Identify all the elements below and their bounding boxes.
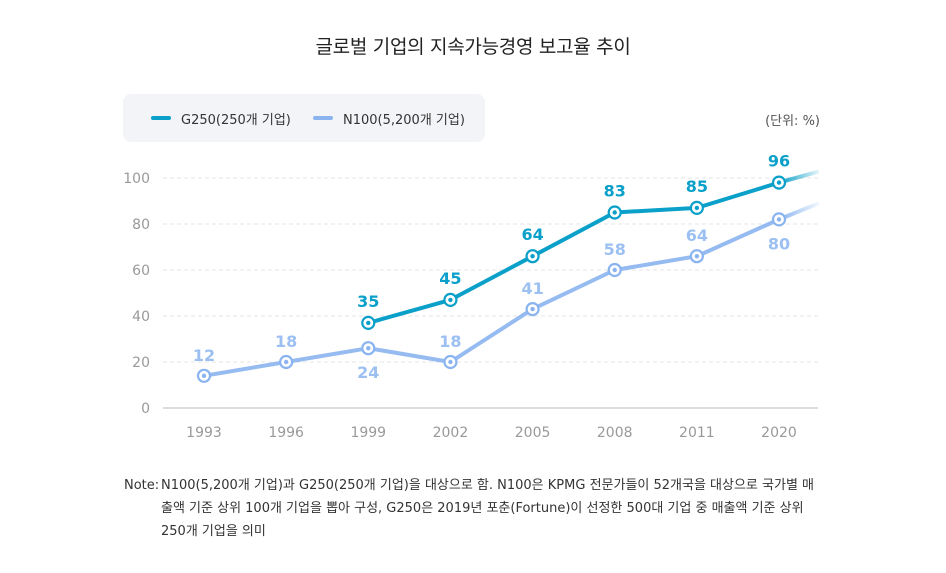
data-point-core-g250	[366, 320, 371, 326]
data-point-core-n100	[694, 254, 700, 259]
footnote: Note: N100(5,200개 기업)과 G250(250개 기업)을 대상…	[124, 474, 824, 543]
data-label-n100: 18	[439, 332, 461, 351]
data-label-g250: 45	[439, 269, 461, 288]
data-point-core-n100	[776, 217, 782, 222]
data-label-g250: 35	[357, 292, 379, 311]
data-point-core-n100	[201, 373, 207, 378]
series-line-g250	[366, 180, 781, 325]
y-tick-label: 80	[132, 217, 150, 233]
unit-label: (단위: %)	[765, 114, 820, 129]
y-tick-label: 100	[123, 171, 150, 187]
data-point-core-g250	[530, 254, 535, 259]
legend-label-g250: G250(250개 기업)	[181, 112, 291, 128]
data-label-n100: 80	[768, 234, 790, 253]
data-label-n100: 24	[357, 363, 379, 382]
data-label-g250: 85	[686, 177, 708, 196]
data-point-core-n100	[366, 346, 371, 351]
x-tick-label: 2002	[433, 425, 469, 441]
x-tick-label: 1996	[268, 425, 304, 441]
x-tick-label: 2011	[679, 425, 715, 441]
data-label-n100: 41	[521, 279, 543, 298]
data-point-core-g250	[776, 180, 782, 185]
x-tick-label: 2020	[761, 425, 797, 441]
data-point-core-n100	[530, 306, 535, 312]
x-tick-label: 1993	[186, 425, 222, 441]
series-line-n100	[202, 217, 781, 378]
legend-swatch-g250	[151, 116, 171, 120]
y-tick-label: 40	[132, 309, 150, 325]
data-label-g250: 83	[604, 182, 626, 201]
data-point-core-g250	[448, 297, 453, 303]
data-point-core-n100	[612, 267, 617, 273]
data-label-n100: 64	[686, 226, 708, 245]
x-tick-label: 1999	[350, 425, 386, 441]
legend-swatch-n100	[313, 116, 333, 120]
data-label-n100: 18	[275, 332, 297, 351]
legend-item-n100: N100(5,200개 기업)	[313, 94, 465, 142]
y-tick-label: 60	[132, 263, 150, 279]
data-label-g250: 96	[768, 152, 790, 171]
legend-label-n100: N100(5,200개 기업)	[343, 112, 465, 128]
data-label-n100: 12	[193, 346, 215, 365]
x-tick-label: 2005	[515, 425, 551, 441]
note-label: Note:	[124, 478, 160, 493]
note-text: N100(5,200개 기업)과 G250(250개 기업)을 대상으로 함. …	[161, 478, 814, 539]
data-point-core-n100	[448, 359, 453, 365]
legend: G250(250개 기업) N100(5,200개 기업)	[123, 94, 485, 142]
data-point-core-g250	[694, 205, 700, 211]
x-tick-label: 2008	[597, 425, 633, 441]
y-tick-label: 20	[132, 355, 150, 371]
data-point-core-n100	[283, 359, 289, 365]
y-tick-label: 0	[141, 401, 150, 417]
data-label-n100: 58	[604, 240, 626, 259]
data-label-g250: 64	[521, 225, 543, 244]
chart-title: 글로벌 기업의 지속가능경영 보고율 추이	[315, 36, 631, 58]
data-point-core-g250	[612, 210, 617, 215]
legend-item-g250: G250(250개 기업)	[151, 94, 291, 142]
